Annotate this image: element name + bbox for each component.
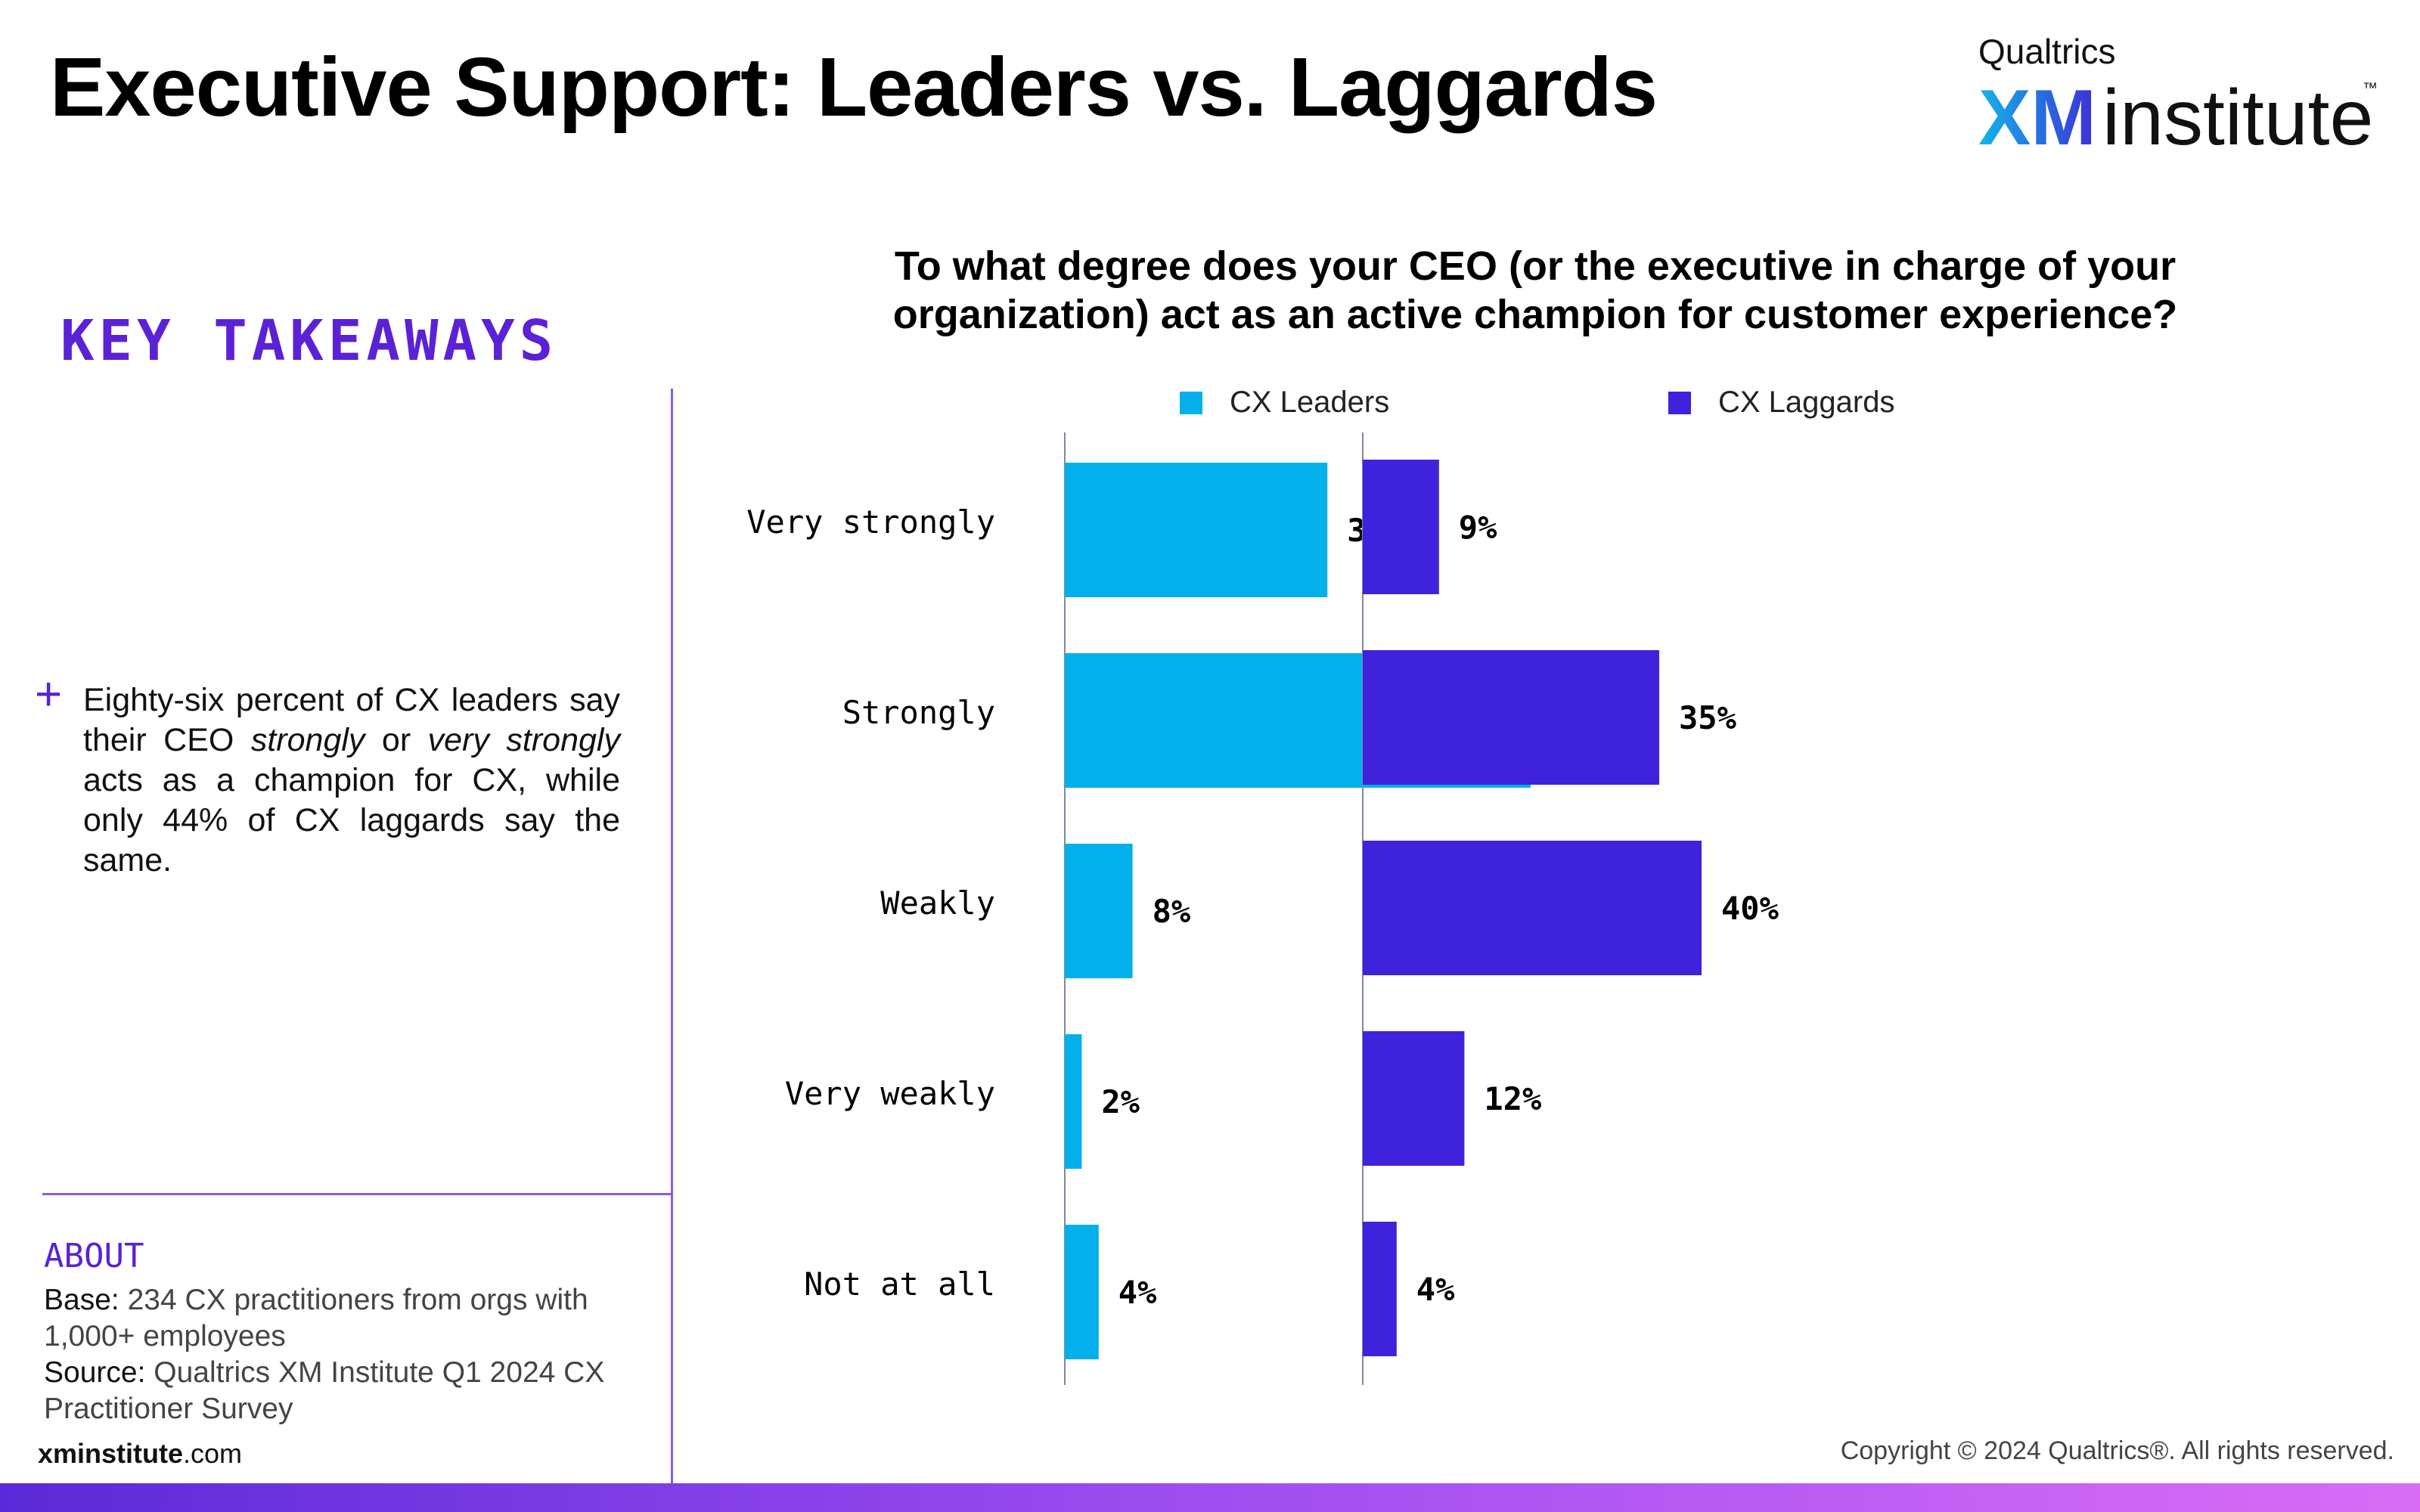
page-title: Executive Support: Leaders vs. Laggards: [50, 41, 1658, 134]
bottom-gradient-bar: [0, 1483, 2420, 1512]
category-label-strongly: Strongly: [842, 694, 995, 731]
copyright-text: Copyright © 2024 Qualtrics®. All rights …: [1840, 1436, 2394, 1465]
legend-swatch-1: [1180, 392, 1202, 414]
plus-icon: +: [35, 668, 63, 720]
about-heading: ABOUT: [44, 1237, 144, 1275]
category-label-not-at-all: Not at all: [804, 1266, 995, 1303]
bar-series1-very-strongly: [1065, 463, 1328, 597]
data-label-series1-4: 2%: [1101, 1083, 1140, 1120]
website-link[interactable]: xminstitute.com: [38, 1438, 243, 1469]
bar-series1-not-at-all: [1065, 1225, 1099, 1359]
about-source: Source: Qualtrics XM Institute Q1 2024 C…: [44, 1356, 605, 1425]
bar-series2-very-weakly: [1363, 1031, 1465, 1166]
category-label-very-weakly: Very weakly: [785, 1075, 995, 1112]
data-label-series1-3: 8%: [1153, 893, 1191, 930]
category-label-very-strongly: Very strongly: [746, 503, 995, 541]
logo-trademark: ™: [2363, 80, 2378, 97]
chart-title: To what degree does your CEO (or the exe…: [892, 243, 2178, 337]
data-label-series2-4: 12%: [1484, 1080, 1541, 1117]
data-label-series1-5: 4%: [1118, 1274, 1157, 1311]
bar-series2-very-strongly: [1363, 460, 1439, 594]
qualtrics-xm-institute-logo: Qualtrics XM institute ™: [1978, 27, 2378, 162]
category-label-weakly: Weakly: [880, 885, 995, 922]
bar-series1-weakly: [1065, 844, 1133, 978]
bar-series1-very-weakly: [1065, 1034, 1082, 1169]
key-takeaways-heading: KEY TAKEAWAYS: [60, 308, 558, 373]
data-label-series2-2: 35%: [1679, 699, 1736, 736]
data-label-series2-1: 9%: [1459, 509, 1497, 546]
takeaway-text: Eighty-six percent of CX leaders say the…: [83, 682, 620, 878]
legend-label-2: CX Laggards: [1718, 386, 1894, 419]
bar-series2-not-at-all: [1363, 1222, 1397, 1356]
bar-series2-strongly: [1363, 650, 1659, 785]
about-base: Base: 234 CX practitioners from orgs wit…: [44, 1284, 588, 1352]
legend-label-1: CX Leaders: [1230, 386, 1389, 419]
legend-swatch-2: [1668, 392, 1691, 414]
logo-qualtrics-text: Qualtrics: [1978, 32, 2116, 71]
sidebar-divider: [671, 389, 673, 1483]
data-label-series2-3: 40%: [1721, 890, 1779, 927]
data-label-series2-5: 4%: [1416, 1271, 1455, 1308]
logo-xm-text: XM: [1978, 74, 2096, 162]
logo-institute-text: institute: [2102, 74, 2374, 162]
bar-series2-weakly: [1363, 841, 1702, 975]
about-divider: [42, 1193, 672, 1195]
